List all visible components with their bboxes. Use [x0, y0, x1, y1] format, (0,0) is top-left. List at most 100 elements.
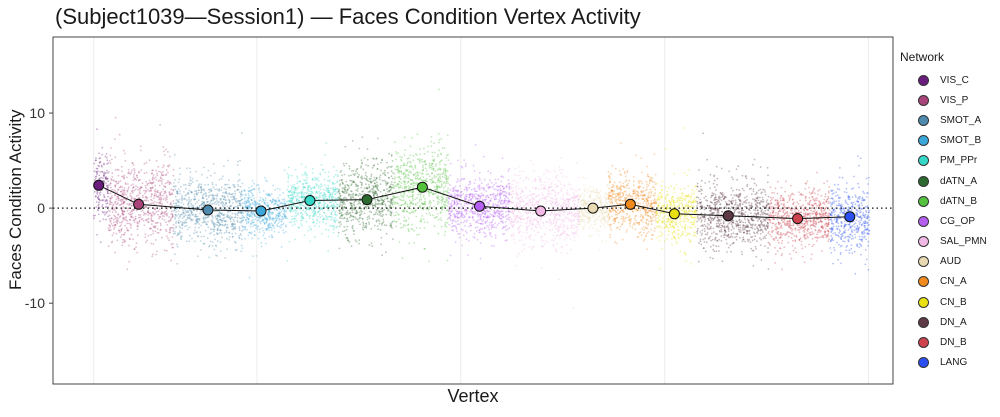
data-point [550, 197, 553, 200]
data-point [207, 216, 209, 219]
data-point [237, 211, 240, 214]
data-point [232, 195, 235, 198]
data-point [151, 255, 154, 258]
data-point [157, 232, 160, 234]
data-point [481, 194, 483, 197]
data-point [159, 171, 162, 174]
data-point [343, 191, 345, 194]
data-point [358, 220, 360, 223]
data-point [203, 235, 205, 238]
data-point [200, 189, 203, 191]
data-point [327, 250, 329, 253]
data-point [517, 194, 520, 196]
data-point [114, 251, 116, 254]
data-point [289, 210, 291, 213]
data-point [389, 203, 392, 205]
data-point [151, 182, 154, 185]
data-point [199, 240, 202, 242]
data-point [185, 187, 187, 190]
data-point [489, 199, 491, 202]
data-point [319, 172, 321, 175]
data-point [157, 221, 159, 224]
data-point [126, 268, 129, 271]
data-point [239, 232, 242, 235]
data-point [532, 200, 534, 203]
data-point [109, 184, 111, 187]
data-point [162, 146, 165, 148]
data-point [178, 225, 181, 228]
data-point [312, 221, 315, 224]
data-point [106, 210, 109, 213]
data-point [149, 227, 152, 230]
data-point [156, 172, 158, 175]
data-point [234, 232, 237, 235]
data-point [129, 203, 131, 205]
data-point [134, 217, 137, 220]
data-point [146, 189, 149, 191]
data-point [301, 219, 304, 222]
data-point [357, 176, 359, 179]
data-point [373, 164, 376, 167]
data-point [232, 225, 235, 228]
data-point [201, 194, 204, 197]
data-point [137, 222, 140, 225]
data-point [117, 195, 119, 198]
data-point [166, 201, 169, 204]
data-point [110, 229, 112, 231]
data-point [314, 179, 317, 182]
data-point [164, 211, 167, 213]
data-point [331, 188, 334, 191]
data-point [296, 177, 299, 180]
data-point [208, 202, 211, 205]
data-point [339, 220, 342, 223]
data-point [165, 173, 168, 176]
data-point [459, 185, 461, 188]
data-point [228, 179, 230, 182]
data-point [412, 211, 415, 214]
data-point [288, 205, 290, 208]
data-point [158, 217, 160, 220]
data-point [234, 212, 237, 215]
data-point [229, 215, 232, 217]
data-point [255, 216, 258, 219]
data-point [440, 202, 443, 204]
data-point [130, 197, 133, 200]
data-point [198, 204, 201, 207]
data-point [449, 254, 452, 257]
data-point [370, 175, 373, 178]
data-point [409, 183, 412, 185]
data-point [491, 193, 494, 196]
data-point [107, 209, 110, 212]
data-point [353, 233, 355, 236]
data-point [126, 219, 129, 222]
data-point [166, 214, 169, 217]
data-point [127, 186, 130, 189]
data-point [109, 219, 112, 222]
data-point [158, 208, 161, 211]
data-point [317, 210, 319, 213]
data-point [481, 211, 484, 214]
data-point [344, 184, 346, 187]
data-point [474, 210, 477, 213]
data-point [223, 224, 226, 227]
data-point [139, 145, 142, 148]
data-point [133, 197, 136, 200]
data-point [293, 183, 296, 186]
data-point [438, 198, 440, 201]
data-point [473, 182, 476, 185]
data-point [174, 205, 177, 208]
data-point [447, 176, 450, 179]
data-point [283, 210, 286, 213]
data-point [479, 179, 481, 181]
data-point [267, 215, 270, 218]
data-point [256, 184, 258, 187]
data-point [172, 189, 175, 192]
data-point [102, 172, 105, 175]
data-point [447, 187, 449, 190]
data-point [428, 192, 430, 195]
data-point [109, 192, 112, 195]
data-point [468, 225, 470, 228]
data-point [280, 201, 282, 204]
data-point [355, 184, 358, 186]
data-point [123, 240, 126, 243]
